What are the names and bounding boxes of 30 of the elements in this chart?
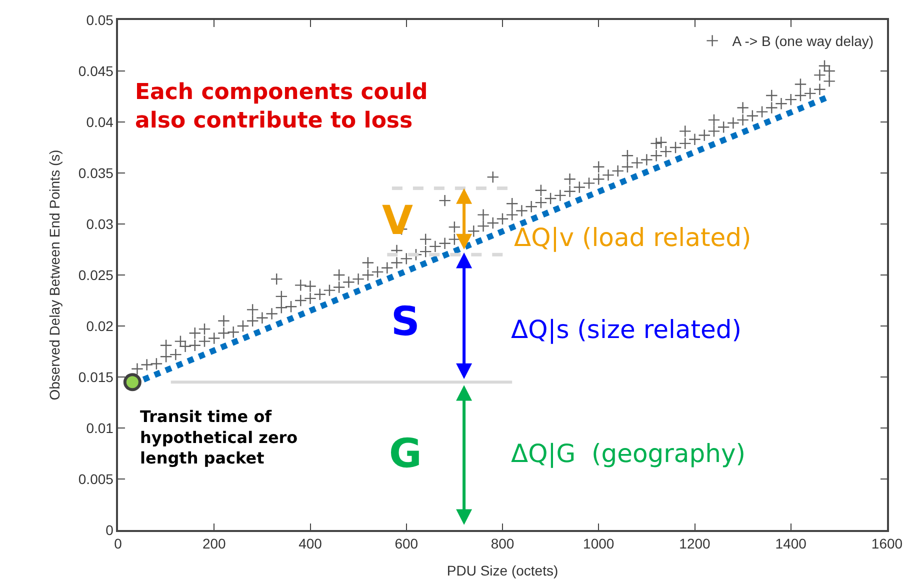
y-tick-label: 0.035 [78, 164, 114, 181]
x-tick-label: 1400 [775, 536, 807, 552]
x-tick-label: 1200 [679, 536, 711, 552]
y-tick-label: 0.025 [78, 266, 114, 283]
x-axis-title: PDU Size (octets) [446, 562, 558, 578]
annotation: Transit time of hypothetical zero length packet [140, 407, 298, 468]
annotation: V [382, 198, 413, 244]
y-tick-label: 0.04 [86, 114, 114, 130]
y-tick-label: 0 [106, 522, 114, 538]
y-tick-label: 0.02 [86, 318, 114, 334]
x-tick-label: 800 [490, 536, 514, 552]
annotation: ΔQ|G (geography) [511, 439, 746, 468]
annotation: ΔQ|s (size related) [511, 315, 742, 344]
y-tick-label: 0.01 [86, 420, 114, 436]
x-tick-label: 1600 [871, 536, 903, 552]
y-axis-title: Observed Delay Between End Points (s) [46, 150, 63, 400]
y-tick-label: 0.005 [78, 470, 114, 487]
annotation: S [391, 299, 420, 345]
annotation: ΔQ|v (load related) [514, 223, 752, 252]
x-tick-label: 600 [394, 536, 418, 552]
legend-label: A -> B (one way delay) [732, 33, 874, 50]
annotation: Each components could also contribute to loss [135, 80, 428, 134]
x-tick-label: 200 [202, 536, 226, 552]
y-tick-label: 0.015 [78, 368, 114, 385]
y-tick-label: 0.05 [86, 12, 114, 28]
y-tick-label: 0.045 [78, 62, 114, 79]
x-tick-label: 400 [298, 536, 322, 552]
y-tick-label: 0.03 [86, 216, 114, 232]
x-tick-label: 1000 [583, 536, 614, 552]
annotation: G [389, 431, 422, 477]
